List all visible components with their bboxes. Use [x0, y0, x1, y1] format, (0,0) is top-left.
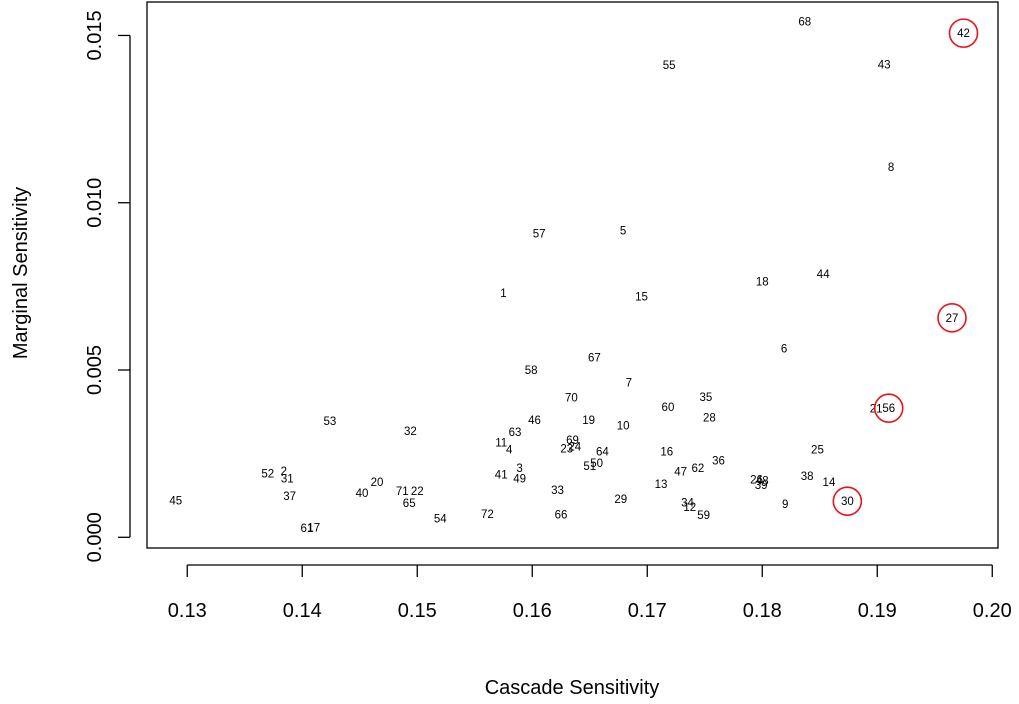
x-tick-label: 0.19 [858, 600, 897, 622]
highlight-circle [832, 486, 863, 516]
point-label: 22 [411, 486, 424, 498]
point-label: 11 [495, 438, 507, 450]
point-label: 47 [674, 467, 687, 479]
point-label: 42 [957, 28, 970, 40]
point-label: 63 [509, 427, 522, 439]
point-label: 40 [356, 488, 369, 500]
point-label: 35 [700, 392, 713, 404]
highlight-circle [873, 393, 904, 423]
point-label: 38 [801, 471, 814, 483]
y-tick-label: 0.000 [84, 512, 106, 562]
y-tick-label: 0.015 [84, 10, 106, 60]
x-tick-label: 0.17 [628, 600, 667, 622]
point-label: 51 [583, 461, 596, 473]
point-label: 28 [703, 413, 716, 425]
x-tick-label: 0.20 [973, 600, 1012, 622]
point-label: 19 [582, 415, 595, 427]
point-label: 26 [750, 474, 763, 486]
point-label: 17 [307, 523, 320, 535]
point-label: 15 [635, 291, 648, 303]
point-label: 31 [281, 474, 294, 486]
point-label: 59 [697, 510, 710, 522]
point-label: 12 [683, 502, 696, 514]
point-label: 46 [528, 415, 541, 427]
x-tick-label: 0.15 [398, 600, 437, 622]
point-label: 37 [283, 491, 296, 503]
point-label: 18 [756, 277, 769, 289]
point-label: 53 [323, 416, 336, 428]
point-label: 44 [817, 269, 830, 281]
point-label: 30 [841, 496, 854, 508]
point-label: 3 [516, 463, 522, 475]
point-label: 54 [434, 514, 447, 526]
point-label: 49 [513, 473, 526, 485]
x-tick-label: 0.16 [513, 600, 552, 622]
point-label: 7 [626, 378, 632, 390]
point-label: 13 [655, 479, 668, 491]
highlight-circle [948, 18, 979, 48]
point-label: 6 [781, 343, 787, 355]
point-label: 2 [281, 466, 287, 478]
point-label: 24 [568, 441, 581, 453]
point-label: 8 [888, 162, 894, 174]
point-label: 68 [798, 16, 811, 28]
point-label: 50 [590, 458, 603, 470]
y-tick-label: 0.005 [84, 345, 106, 395]
point-label: 20 [371, 477, 384, 489]
point-label: 27 [946, 313, 959, 325]
point-label: 36 [712, 456, 725, 468]
point-label: 25 [811, 445, 824, 457]
point-label: 16 [660, 446, 673, 458]
point-label: 62 [691, 463, 704, 475]
point-label: 41 [495, 469, 508, 481]
point-label: 71 [396, 486, 409, 498]
point-label: 43 [878, 60, 891, 72]
plot-frame [146, 1, 999, 549]
point-label: 1 [500, 288, 506, 300]
point-label: 57 [533, 229, 546, 241]
point-label: 58 [525, 365, 538, 377]
x-tick-label: 0.13 [168, 600, 207, 622]
highlight-circle [937, 303, 967, 333]
x-tick-label: 0.18 [743, 600, 782, 622]
point-label: 23 [560, 444, 573, 456]
point-label: 14 [823, 477, 836, 489]
point-label: 9 [782, 499, 788, 511]
point-label: 52 [261, 468, 274, 480]
point-label: 55 [663, 60, 676, 72]
point-label: 5 [620, 226, 626, 238]
point-label: 64 [596, 447, 609, 459]
point-label: 65 [403, 498, 416, 510]
point-label: 66 [555, 510, 568, 522]
point-label: 29 [614, 494, 627, 506]
point-label: 21 [870, 403, 883, 415]
point-label: 10 [617, 421, 630, 433]
point-label: 72 [481, 509, 494, 521]
point-label: 34 [681, 498, 694, 510]
point-label: 33 [551, 485, 564, 497]
point-label: 56 [882, 403, 895, 415]
point-label: 39 [755, 480, 768, 492]
y-axis-title: Marginal Sensitivity [10, 187, 32, 359]
point-label: 67 [588, 352, 601, 364]
point-label: 70 [565, 392, 578, 404]
point-label: 60 [662, 402, 675, 414]
y-tick-label: 0.010 [84, 178, 106, 228]
point-label: 45 [169, 495, 182, 507]
x-tick-label: 0.14 [283, 600, 322, 622]
point-label: 48 [756, 475, 769, 487]
point-label: 69 [566, 435, 579, 447]
point-label: 32 [404, 426, 417, 438]
point-label: 4 [506, 445, 513, 457]
x-axis-title: Cascade Sensitivity [485, 677, 660, 699]
point-label: 61 [300, 523, 313, 535]
